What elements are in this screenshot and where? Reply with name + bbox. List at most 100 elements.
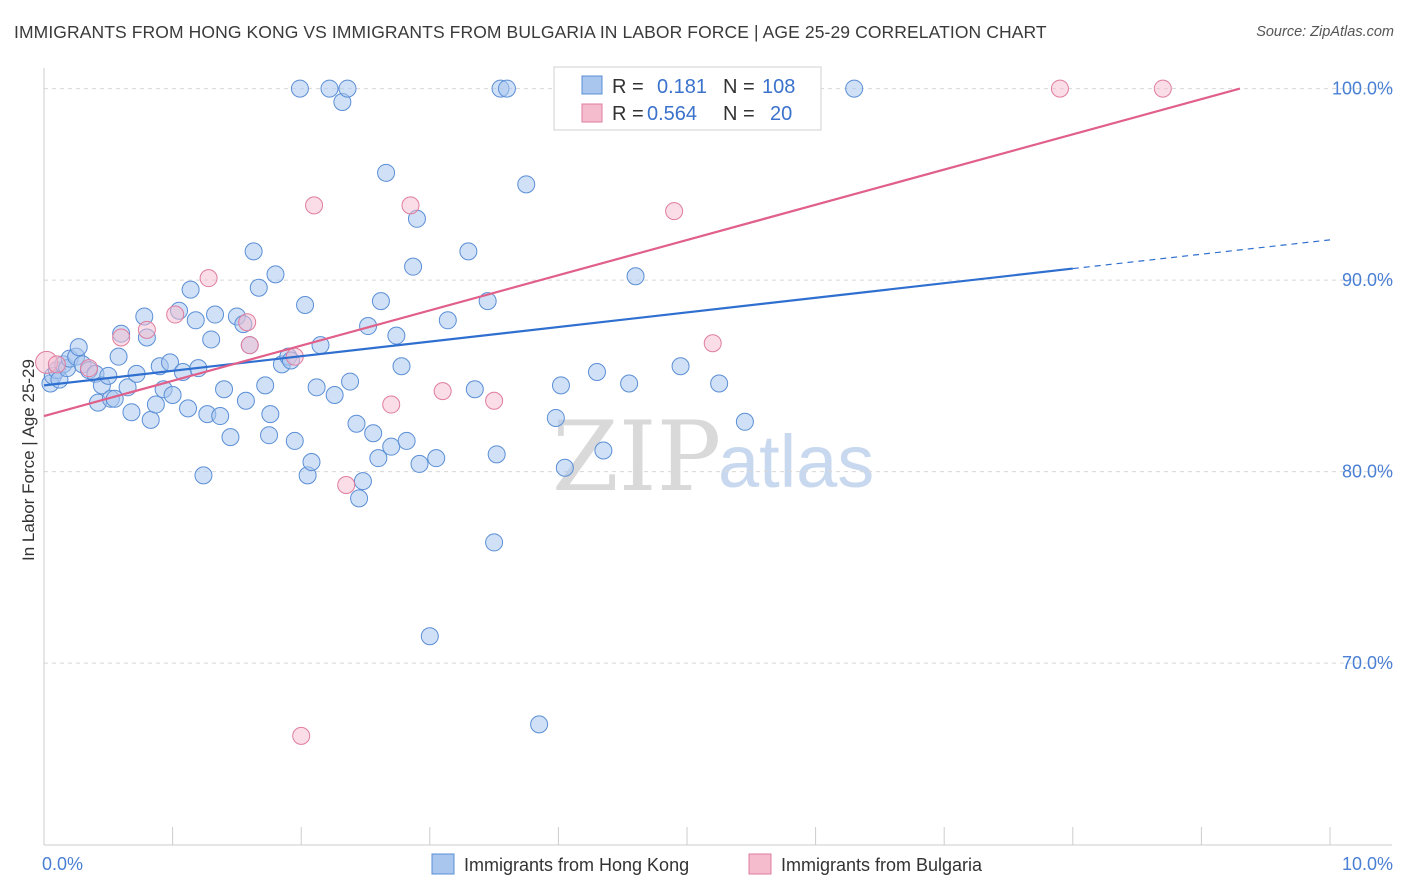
data-point-bulgaria: [238, 313, 257, 332]
data-point-bulgaria: [199, 269, 218, 288]
stats-box: R = 0.181 N = 108 R = 0.564 N = 20: [553, 66, 822, 131]
watermark-zip: ZIP: [552, 401, 721, 513]
data-point-hong-kong: [404, 257, 423, 276]
data-point-hong-kong: [478, 292, 497, 311]
data-point-hong-kong: [555, 458, 574, 477]
stats-n-label-2: N =: [723, 103, 755, 125]
y-tick-label: 100.0%: [1332, 79, 1393, 99]
data-point-bulgaria: [292, 726, 311, 745]
data-point-hong-kong: [307, 378, 326, 397]
data-point-hong-kong: [420, 627, 439, 646]
data-point-bulgaria: [665, 202, 684, 221]
data-point-hong-kong: [551, 376, 570, 395]
data-point-bulgaria: [401, 196, 420, 215]
data-point-hong-kong: [69, 338, 88, 357]
data-point-hong-kong: [626, 267, 645, 286]
data-point-bulgaria: [240, 336, 259, 355]
data-point-hong-kong: [221, 428, 240, 447]
stats-r-label-1: R =: [612, 76, 644, 98]
data-point-hong-kong: [845, 79, 864, 98]
data-point-hong-kong: [427, 449, 446, 468]
watermark-atlas: atlas: [718, 420, 874, 503]
y-tick-labels: 100.0% 90.0% 80.0% 70.0%: [1332, 79, 1393, 674]
y-tick-label: 90.0%: [1342, 270, 1393, 290]
data-point-bulgaria: [137, 320, 156, 339]
data-point-hong-kong: [347, 414, 366, 433]
series-hong-kong-points: [41, 79, 864, 734]
data-point-hong-kong: [236, 391, 255, 410]
data-point-hong-kong: [671, 357, 690, 376]
data-point-hong-kong: [179, 399, 198, 418]
trend-line-hong-kong-extension: [1072, 239, 1331, 270]
stats-n-label-1: N =: [723, 76, 755, 98]
stats-swatch-bulgaria: [581, 103, 603, 123]
legend-label-bulgaria: Immigrants from Bulgaria: [781, 855, 983, 875]
data-point-hong-kong: [325, 385, 344, 404]
data-point-bulgaria: [485, 391, 504, 410]
data-point-bulgaria: [433, 382, 452, 401]
data-point-hong-kong: [735, 412, 754, 431]
legend: Immigrants from Hong Kong Immigrants fro…: [431, 853, 983, 875]
data-point-hong-kong: [244, 242, 263, 261]
chart-title: IMMIGRANTS FROM HONG KONG VS IMMIGRANTS …: [14, 22, 1047, 42]
data-point-bulgaria: [112, 328, 131, 347]
data-point-bulgaria: [80, 359, 99, 378]
data-point-hong-kong: [99, 366, 118, 385]
data-point-bulgaria: [166, 305, 185, 324]
data-point-hong-kong: [353, 472, 372, 491]
source-label: Source: ZipAtlas.com: [1256, 24, 1394, 40]
legend-swatch-bulgaria: [748, 853, 772, 875]
data-point-bulgaria: [703, 334, 722, 353]
data-point-hong-kong: [546, 408, 565, 427]
data-point-hong-kong: [186, 311, 205, 330]
axes: [43, 68, 1392, 846]
data-point-hong-kong: [256, 376, 275, 395]
trend-line-hong-kong: [43, 267, 1073, 387]
data-point-hong-kong: [465, 380, 484, 399]
data-point-hong-kong: [206, 305, 225, 324]
data-point-hong-kong: [302, 453, 321, 471]
data-point-hong-kong: [141, 410, 160, 429]
data-point-bulgaria: [382, 395, 401, 414]
data-point-hong-kong: [266, 265, 285, 284]
data-point-hong-kong: [485, 533, 504, 552]
data-point-hong-kong: [338, 79, 357, 98]
stats-n-value-1: 108: [762, 76, 795, 98]
stats-n-value-2: 20: [770, 103, 792, 125]
data-point-hong-kong: [392, 357, 411, 376]
data-point-bulgaria: [47, 355, 66, 374]
x-tick-label: 0.0%: [42, 854, 83, 874]
trend-lines: [43, 87, 1331, 418]
data-point-hong-kong: [397, 431, 416, 450]
data-point-hong-kong: [497, 79, 516, 98]
data-point-hong-kong: [594, 441, 613, 460]
data-point-hong-kong: [261, 405, 280, 424]
data-point-hong-kong: [364, 424, 383, 443]
legend-swatch-hong-kong: [431, 853, 455, 875]
data-point-hong-kong: [290, 79, 309, 98]
series-bulgaria-points: [35, 79, 1172, 745]
data-point-hong-kong: [438, 311, 457, 330]
data-point-bulgaria: [337, 475, 356, 494]
data-point-bulgaria: [1153, 79, 1172, 98]
stats-r-label-2: R =: [612, 103, 644, 125]
y-axis-label: In Labor Force | Age 25-29: [19, 359, 38, 561]
data-point-hong-kong: [260, 426, 279, 445]
data-point-hong-kong: [382, 437, 401, 456]
data-point-hong-kong: [163, 385, 182, 404]
data-point-hong-kong: [710, 374, 729, 393]
data-point-hong-kong: [387, 326, 406, 345]
data-point-hong-kong: [285, 431, 304, 450]
x-tick-labels: 0.0% 10.0%: [42, 854, 1393, 874]
data-point-hong-kong: [249, 278, 268, 297]
data-point-hong-kong: [181, 280, 200, 299]
data-point-hong-kong: [410, 454, 429, 473]
data-point-hong-kong: [146, 395, 165, 414]
data-point-hong-kong: [215, 380, 234, 399]
data-point-hong-kong: [587, 362, 606, 381]
data-point-hong-kong: [369, 449, 388, 468]
y-tick-label: 80.0%: [1342, 462, 1393, 482]
y-tick-label: 70.0%: [1342, 653, 1393, 673]
data-point-hong-kong: [341, 372, 360, 391]
data-point-hong-kong: [194, 466, 213, 485]
